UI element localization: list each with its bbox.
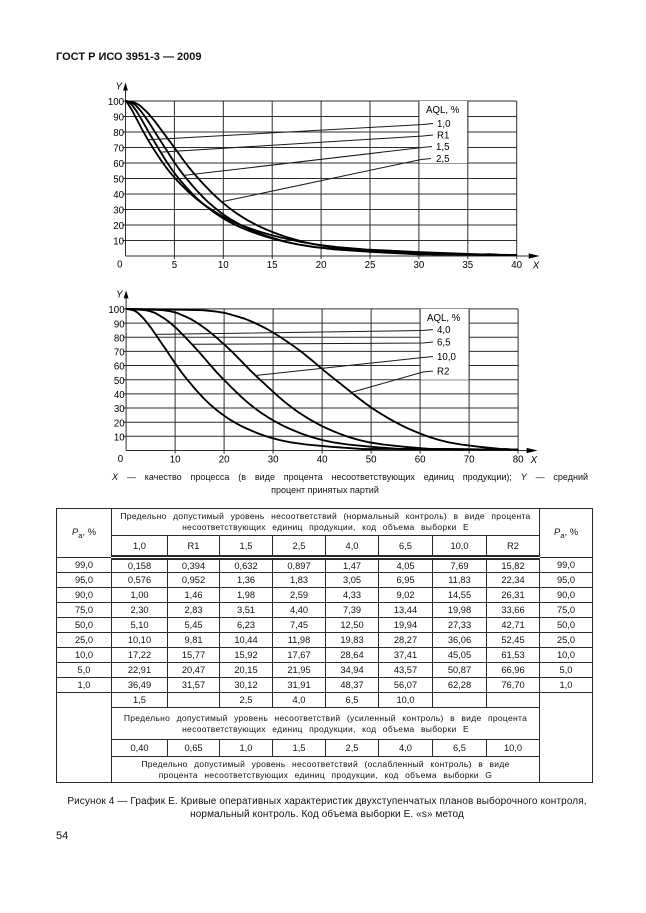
svg-text:80: 80: [513, 455, 524, 466]
svg-text:0: 0: [117, 260, 123, 271]
svg-text:60: 60: [415, 455, 426, 466]
svg-text:40: 40: [113, 190, 124, 201]
svg-text:20: 20: [316, 260, 327, 271]
svg-text:30: 30: [268, 455, 279, 466]
svg-text:50: 50: [113, 175, 124, 186]
svg-text:10,0: 10,0: [437, 352, 456, 363]
svg-text:10: 10: [170, 455, 181, 466]
svg-text:R2: R2: [437, 367, 449, 378]
svg-text:Y: Y: [116, 289, 124, 300]
svg-text:80: 80: [114, 333, 125, 344]
svg-text:60: 60: [114, 362, 125, 373]
svg-text:4,0: 4,0: [437, 325, 451, 336]
svg-text:30: 30: [113, 206, 124, 217]
svg-text:35: 35: [462, 260, 473, 271]
svg-text:100: 100: [108, 305, 125, 316]
svg-text:10: 10: [218, 260, 229, 271]
svg-text:X: X: [532, 261, 540, 272]
svg-text:90: 90: [113, 113, 124, 124]
svg-text:25: 25: [365, 260, 376, 271]
svg-text:40: 40: [114, 390, 125, 401]
svg-text:90: 90: [114, 319, 125, 330]
svg-text:1,0: 1,0: [437, 119, 451, 130]
svg-text:30: 30: [414, 260, 425, 271]
svg-text:X: X: [530, 455, 538, 466]
svg-text:50: 50: [366, 455, 377, 466]
svg-text:20: 20: [113, 221, 124, 232]
svg-text:30: 30: [114, 404, 125, 415]
svg-text:AQL, %: AQL, %: [426, 105, 460, 116]
svg-text:70: 70: [464, 455, 475, 466]
svg-text:2,5: 2,5: [436, 154, 449, 165]
svg-text:40: 40: [317, 455, 328, 466]
svg-text:70: 70: [114, 348, 125, 359]
svg-text:60: 60: [113, 159, 124, 170]
svg-text:Y: Y: [116, 82, 124, 93]
svg-text:20: 20: [114, 418, 125, 429]
svg-text:50: 50: [114, 376, 125, 387]
svg-text:AQL, %: AQL, %: [427, 313, 461, 324]
svg-text:5: 5: [172, 260, 177, 271]
svg-text:10: 10: [113, 237, 124, 248]
svg-text:1,5: 1,5: [436, 142, 449, 153]
svg-text:70: 70: [113, 144, 124, 155]
svg-text:R1: R1: [437, 131, 449, 142]
svg-text:10: 10: [114, 433, 125, 444]
svg-text:20: 20: [219, 455, 230, 466]
svg-text:6,5: 6,5: [437, 338, 450, 349]
svg-text:80: 80: [113, 128, 124, 139]
svg-text:40: 40: [511, 260, 522, 271]
svg-text:0: 0: [118, 454, 124, 465]
svg-text:15: 15: [267, 260, 278, 271]
svg-text:100: 100: [108, 97, 125, 108]
